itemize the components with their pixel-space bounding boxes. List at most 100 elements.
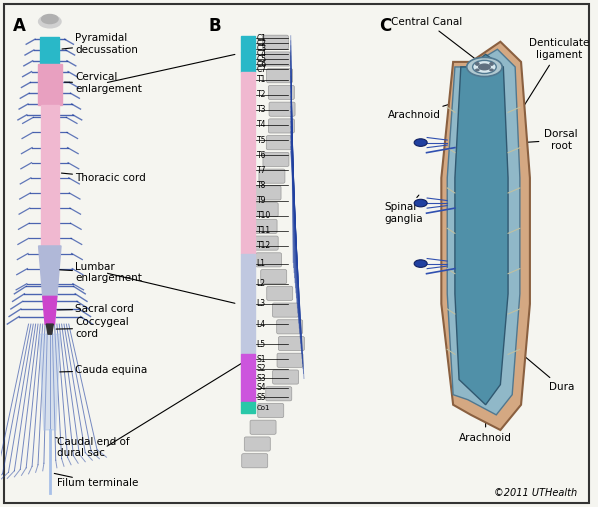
Ellipse shape [39, 15, 61, 28]
Ellipse shape [489, 62, 494, 66]
FancyBboxPatch shape [273, 303, 298, 317]
Polygon shape [447, 49, 520, 415]
Ellipse shape [41, 15, 58, 23]
Text: S3: S3 [257, 374, 266, 383]
Text: Arachnoid: Arachnoid [459, 403, 512, 443]
Text: C: C [379, 17, 392, 34]
FancyBboxPatch shape [266, 135, 292, 150]
Text: T10: T10 [257, 211, 271, 220]
Text: Arachnoid: Arachnoid [388, 103, 453, 120]
FancyBboxPatch shape [261, 270, 286, 283]
Text: ©2011 UTHealth: ©2011 UTHealth [494, 488, 577, 498]
Ellipse shape [414, 139, 427, 147]
FancyBboxPatch shape [267, 68, 292, 83]
Bar [38, 64, 62, 105]
Text: S2: S2 [257, 364, 266, 373]
FancyBboxPatch shape [277, 320, 303, 334]
Text: C6: C6 [257, 60, 267, 69]
FancyBboxPatch shape [264, 52, 291, 66]
FancyBboxPatch shape [277, 353, 303, 368]
FancyBboxPatch shape [242, 454, 268, 468]
Text: Spinal
ganglia: Spinal ganglia [384, 195, 423, 224]
Ellipse shape [414, 260, 427, 267]
FancyBboxPatch shape [255, 253, 282, 267]
Text: S5: S5 [257, 393, 266, 402]
FancyBboxPatch shape [266, 387, 292, 401]
Text: Thoracic cord: Thoracic cord [62, 173, 146, 183]
FancyBboxPatch shape [269, 85, 294, 99]
Ellipse shape [475, 68, 480, 71]
Text: T7: T7 [257, 166, 266, 175]
Text: S4: S4 [257, 383, 266, 392]
FancyBboxPatch shape [251, 220, 277, 233]
Bar [40, 37, 59, 64]
FancyBboxPatch shape [279, 337, 304, 351]
Text: T9: T9 [257, 196, 266, 205]
Text: T1: T1 [257, 75, 266, 84]
Text: L1: L1 [257, 259, 266, 268]
Ellipse shape [489, 68, 494, 71]
Text: T2: T2 [257, 90, 266, 99]
FancyBboxPatch shape [255, 186, 281, 200]
Text: L4: L4 [257, 319, 266, 329]
Text: Denticulate
ligament: Denticulate ligament [521, 39, 590, 110]
Text: Dorsal
root: Dorsal root [525, 129, 578, 151]
Bar [240, 72, 255, 254]
FancyBboxPatch shape [269, 119, 294, 133]
Polygon shape [39, 334, 60, 430]
FancyBboxPatch shape [252, 203, 278, 216]
Text: T8: T8 [257, 181, 266, 190]
Text: C7: C7 [257, 65, 267, 74]
Polygon shape [46, 324, 53, 334]
Text: Cauda equina: Cauda equina [60, 366, 148, 376]
Text: Pia: Pia [460, 357, 480, 392]
Polygon shape [39, 246, 61, 297]
FancyBboxPatch shape [252, 236, 278, 250]
Text: T11: T11 [257, 226, 271, 235]
Text: T12: T12 [257, 241, 271, 250]
Text: L3: L3 [257, 300, 266, 308]
Text: C1: C1 [257, 34, 267, 43]
FancyBboxPatch shape [273, 370, 298, 384]
FancyBboxPatch shape [245, 437, 270, 451]
Bar [240, 402, 255, 413]
Ellipse shape [475, 62, 480, 66]
Bar [240, 354, 255, 402]
Text: Cervical
enlargement: Cervical enlargement [65, 73, 142, 94]
Ellipse shape [414, 199, 427, 207]
Text: T6: T6 [257, 151, 266, 160]
Text: B: B [208, 17, 221, 34]
Ellipse shape [478, 63, 491, 70]
FancyBboxPatch shape [263, 152, 289, 166]
Text: Dura: Dura [524, 356, 574, 392]
Bar [41, 105, 59, 246]
Text: Pyramidal
decussation: Pyramidal decussation [62, 33, 138, 55]
Text: C4: C4 [257, 49, 267, 58]
Polygon shape [42, 297, 57, 324]
Polygon shape [455, 54, 508, 405]
FancyBboxPatch shape [267, 286, 293, 300]
Ellipse shape [482, 65, 487, 68]
Text: C2: C2 [257, 39, 267, 48]
Text: T3: T3 [257, 105, 266, 114]
Text: T4: T4 [257, 121, 266, 129]
FancyBboxPatch shape [269, 102, 295, 116]
Text: Filum terminale: Filum terminale [54, 474, 139, 488]
Text: S1: S1 [257, 354, 266, 364]
Text: Caudal end of
dural sac: Caudal end of dural sac [56, 437, 130, 458]
Text: L2: L2 [257, 279, 266, 288]
Ellipse shape [466, 57, 502, 77]
FancyBboxPatch shape [250, 420, 276, 434]
Bar [240, 254, 255, 354]
Text: Coccygeal
cord: Coccygeal cord [56, 317, 129, 339]
Text: T5: T5 [257, 135, 266, 144]
Text: C5: C5 [257, 55, 267, 63]
Polygon shape [441, 42, 530, 430]
Text: Central Canal: Central Canal [391, 17, 482, 64]
FancyBboxPatch shape [263, 35, 288, 49]
Text: A: A [13, 17, 26, 34]
Ellipse shape [472, 60, 496, 74]
FancyBboxPatch shape [259, 169, 285, 183]
FancyBboxPatch shape [258, 404, 283, 418]
Text: L5: L5 [257, 340, 266, 349]
